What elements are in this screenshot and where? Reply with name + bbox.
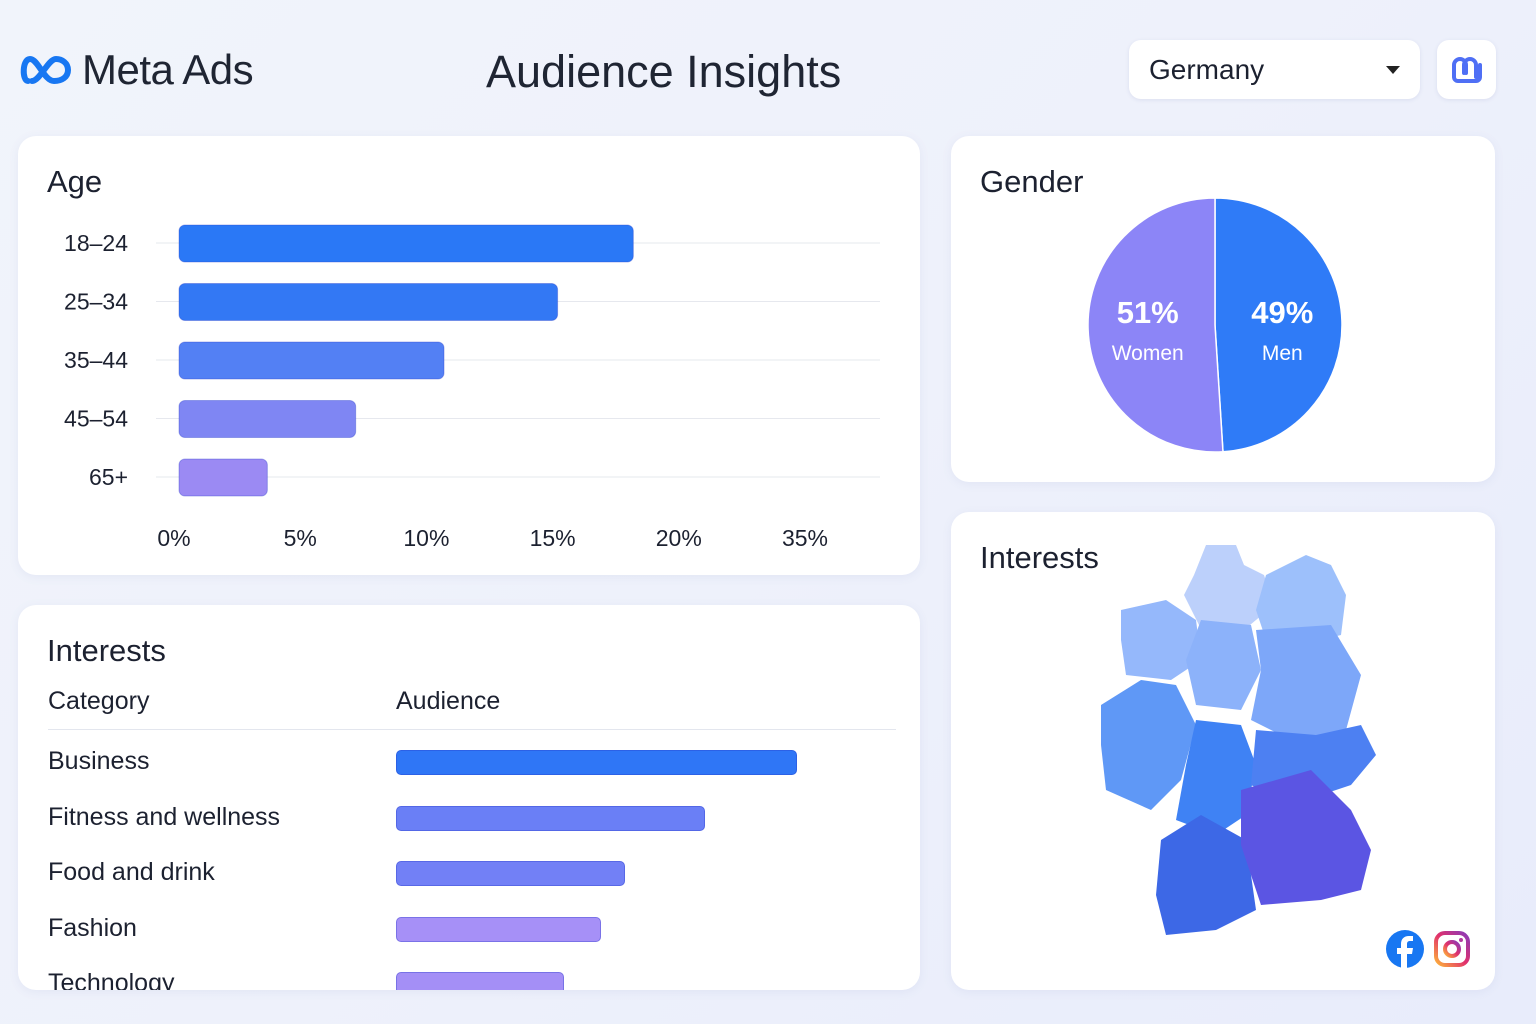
- brand-logo[interactable]: Meta Ads: [20, 46, 254, 94]
- brand-name: Meta Ads: [82, 46, 254, 93]
- region-south[interactable]: [1241, 770, 1371, 905]
- instagram-icon[interactable]: [1433, 930, 1471, 968]
- pie-category-label: Women: [1112, 342, 1184, 365]
- pie-slice-men[interactable]: [1214, 197, 1343, 453]
- gender-card: Gender 49% Men 51% Women: [951, 136, 1495, 482]
- germany-map[interactable]: [1091, 540, 1391, 940]
- region-north[interactable]: [1184, 545, 1274, 630]
- age-category-label: 18–24: [64, 230, 128, 256]
- age-category-label: 45–54: [64, 406, 128, 432]
- age-bar[interactable]: [178, 400, 357, 438]
- link-button[interactable]: [1437, 40, 1496, 99]
- age-bar[interactable]: [178, 341, 445, 380]
- column-header-audience: Audience: [396, 687, 501, 715]
- age-category-label: 65+: [89, 464, 128, 490]
- gender-pie-chart: 49% Men 51% Women: [1087, 197, 1343, 453]
- interest-audience-bar[interactable]: [396, 805, 705, 831]
- region-northwest[interactable]: [1121, 600, 1201, 680]
- country-select[interactable]: Germany: [1129, 40, 1420, 99]
- age-category-label: 25–34: [64, 289, 128, 315]
- interest-category: Fitness and wellness: [48, 802, 281, 831]
- region-southwest[interactable]: [1156, 815, 1256, 935]
- age-title: Age: [47, 164, 103, 199]
- x-tick-label: 10%: [403, 525, 449, 551]
- age-category-label: 35–44: [64, 347, 128, 373]
- interest-category: Technology: [48, 969, 175, 990]
- interest-category: Fashion: [48, 913, 137, 942]
- x-tick-label: 20%: [656, 525, 702, 551]
- region-center-north[interactable]: [1186, 620, 1261, 710]
- meta-infinity-icon: [20, 55, 72, 85]
- interest-audience-bar[interactable]: [396, 861, 625, 886]
- age-bar[interactable]: [178, 224, 634, 263]
- pie-category-label: Men: [1262, 342, 1303, 365]
- interest-category: Food and drink: [48, 858, 215, 886]
- age-bar[interactable]: [178, 283, 559, 321]
- column-header-category: Category: [48, 687, 150, 715]
- gender-title: Gender: [980, 164, 1084, 199]
- interest-audience-bar[interactable]: [396, 750, 797, 775]
- region-northeast[interactable]: [1256, 555, 1346, 645]
- x-tick-label: 0%: [157, 525, 190, 551]
- age-bar[interactable]: [178, 458, 268, 497]
- pie-value-label: 49%: [1251, 295, 1313, 330]
- x-tick-label: 35%: [782, 525, 828, 551]
- header-divider: [48, 729, 896, 730]
- country-value: Germany: [1149, 53, 1265, 85]
- region-east[interactable]: [1251, 625, 1361, 740]
- interest-audience-bar[interactable]: [396, 916, 601, 942]
- pie-value-label: 51%: [1117, 295, 1179, 330]
- link-icon: [1451, 56, 1482, 83]
- interest-audience-bar[interactable]: [396, 972, 565, 990]
- interests-map-card: Interests: [951, 512, 1495, 990]
- interests-map-title: Interests: [980, 540, 1099, 575]
- pie-slice-women[interactable]: [1087, 197, 1224, 453]
- caret-down-icon: [1386, 65, 1400, 74]
- region-center[interactable]: [1176, 720, 1256, 835]
- interests-title: Interests: [47, 633, 166, 668]
- x-tick-label: 15%: [530, 525, 576, 551]
- facebook-icon[interactable]: [1386, 930, 1424, 968]
- age-chart: 18–24 25–34 35–44 45–54 65+ 0% 5% 10% 15% 20% 35%: [64, 224, 880, 551]
- age-card: Age 18–24 25–34 35–44 45–54 65+ 0% 5% 10% 15% 20%…: [18, 136, 920, 575]
- x-tick-label: 5%: [284, 525, 317, 551]
- interests-table-card: Interests Category Audience Business Fitn…: [18, 605, 920, 990]
- interest-category: Business: [48, 747, 150, 775]
- region-west[interactable]: [1101, 680, 1196, 810]
- page-title: Audience Insights: [486, 46, 842, 97]
